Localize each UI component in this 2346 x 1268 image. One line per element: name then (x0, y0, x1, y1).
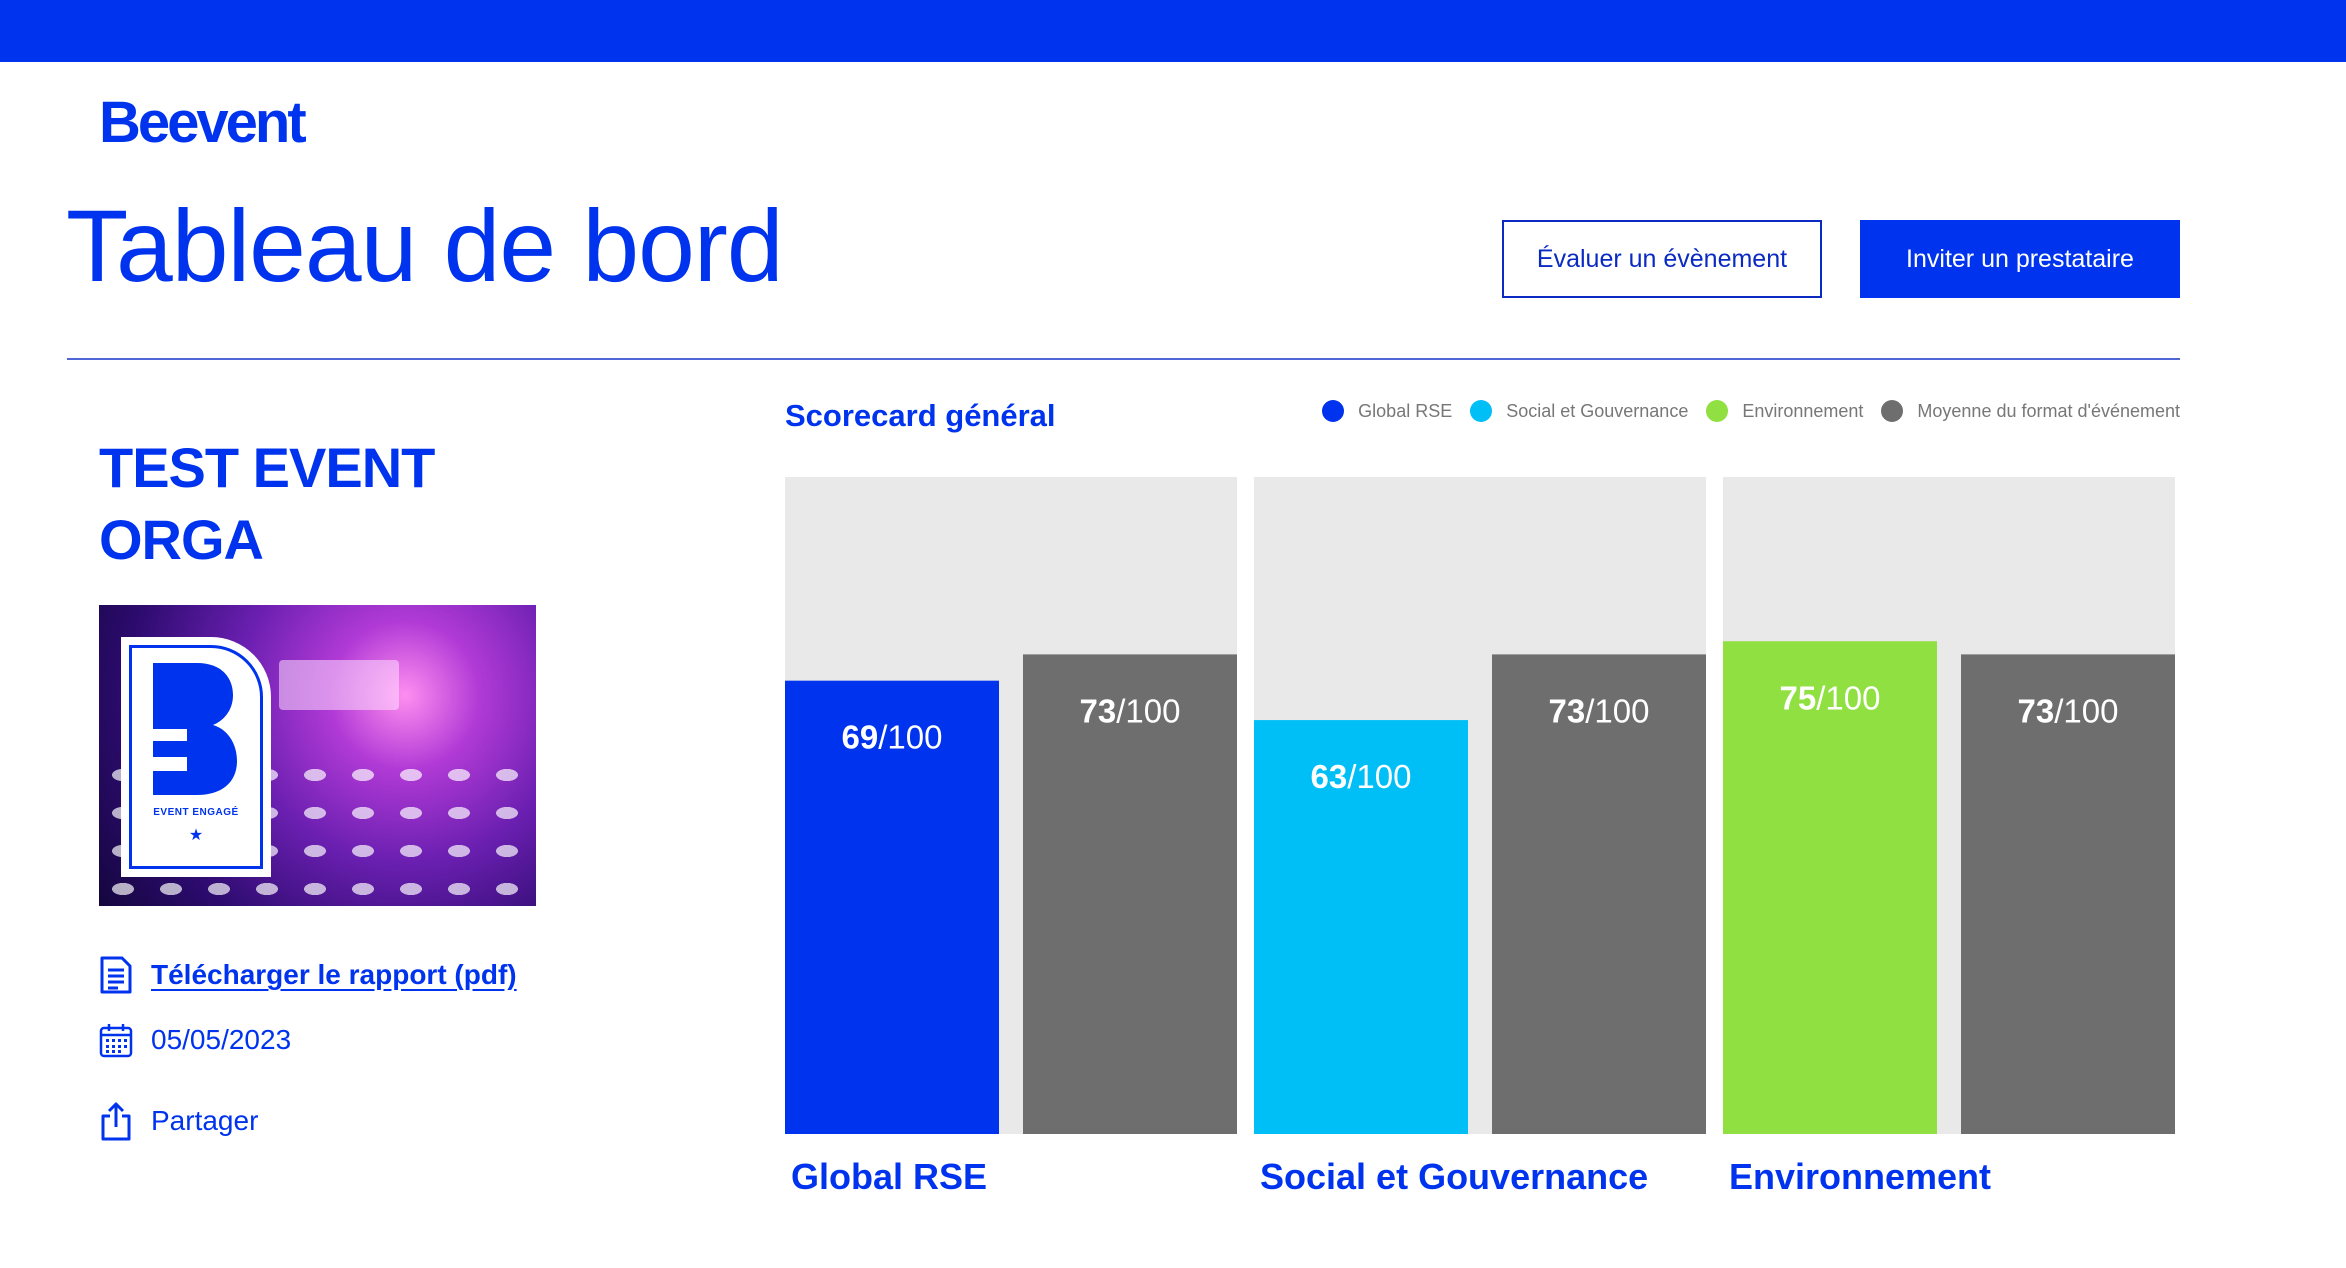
brand-logo[interactable]: Beevent (99, 90, 307, 155)
event-photo: EVENT ENGAGÉ ★ (99, 605, 536, 906)
legend-item: Moyenne du format d'événement (1881, 400, 2180, 422)
legend-label: Moyenne du format d'événement (1917, 400, 2180, 421)
share-button[interactable]: Partager (99, 1100, 258, 1142)
event-engage-badge: EVENT ENGAGÉ ★ (121, 637, 271, 877)
average-bar[interactable] (1492, 654, 1706, 1134)
legend-label: Social et Gouvernance (1506, 400, 1689, 421)
legend-dot (1881, 400, 1904, 422)
top-bar (0, 0, 2346, 62)
average-bar[interactable] (1961, 654, 2175, 1134)
evaluate-event-button[interactable]: Évaluer un évènement (1502, 220, 1822, 298)
event-date-value: 05/05/2023 (151, 1024, 292, 1055)
score-bar[interactable] (1254, 720, 1468, 1134)
score-bar[interactable] (785, 680, 999, 1134)
beevent-b-logo-icon (153, 663, 237, 795)
share-icon (101, 1102, 131, 1141)
scorecard-title: Scorecard général (785, 398, 1056, 433)
invite-provider-button[interactable]: Inviter un prestataire (1860, 220, 2180, 298)
legend-label: Global RSE (1358, 400, 1453, 421)
star-icon: ★ (188, 827, 204, 844)
stage-light (279, 660, 399, 710)
legend-item: Global RSE (1322, 400, 1452, 422)
event-date: 05/05/2023 (99, 1022, 291, 1058)
calendar-icon (99, 1024, 133, 1058)
category-label: Global RSE (791, 1156, 987, 1197)
legend-item: Environnement (1706, 400, 1863, 422)
category-label: Environnement (1729, 1156, 1991, 1197)
badge-text: EVENT ENGAGÉ (153, 807, 239, 818)
download-report-link[interactable]: Télécharger le rapport (pdf) (99, 955, 517, 995)
average-bar[interactable] (1023, 654, 1237, 1134)
event-title: TEST EVENT ORGA (99, 436, 435, 571)
page-title: Tableau de bord (66, 189, 784, 303)
legend-dot (1322, 400, 1345, 422)
category-label: Social et Gouvernance (1260, 1156, 1648, 1197)
legend-dot (1706, 400, 1729, 422)
header-divider (67, 358, 2180, 360)
document-icon (100, 956, 132, 994)
download-report-label[interactable]: Télécharger le rapport (pdf) (151, 959, 517, 990)
legend-dot (1470, 400, 1493, 422)
chart-legend: Global RSE Social et Gouvernance Environne… (1322, 400, 2180, 422)
legend-label: Environnement (1742, 400, 1864, 421)
badge-border (129, 645, 263, 869)
score-bar[interactable] (1723, 641, 1937, 1134)
share-label[interactable]: Partager (151, 1105, 259, 1136)
legend-item: Social et Gouvernance (1470, 400, 1688, 422)
